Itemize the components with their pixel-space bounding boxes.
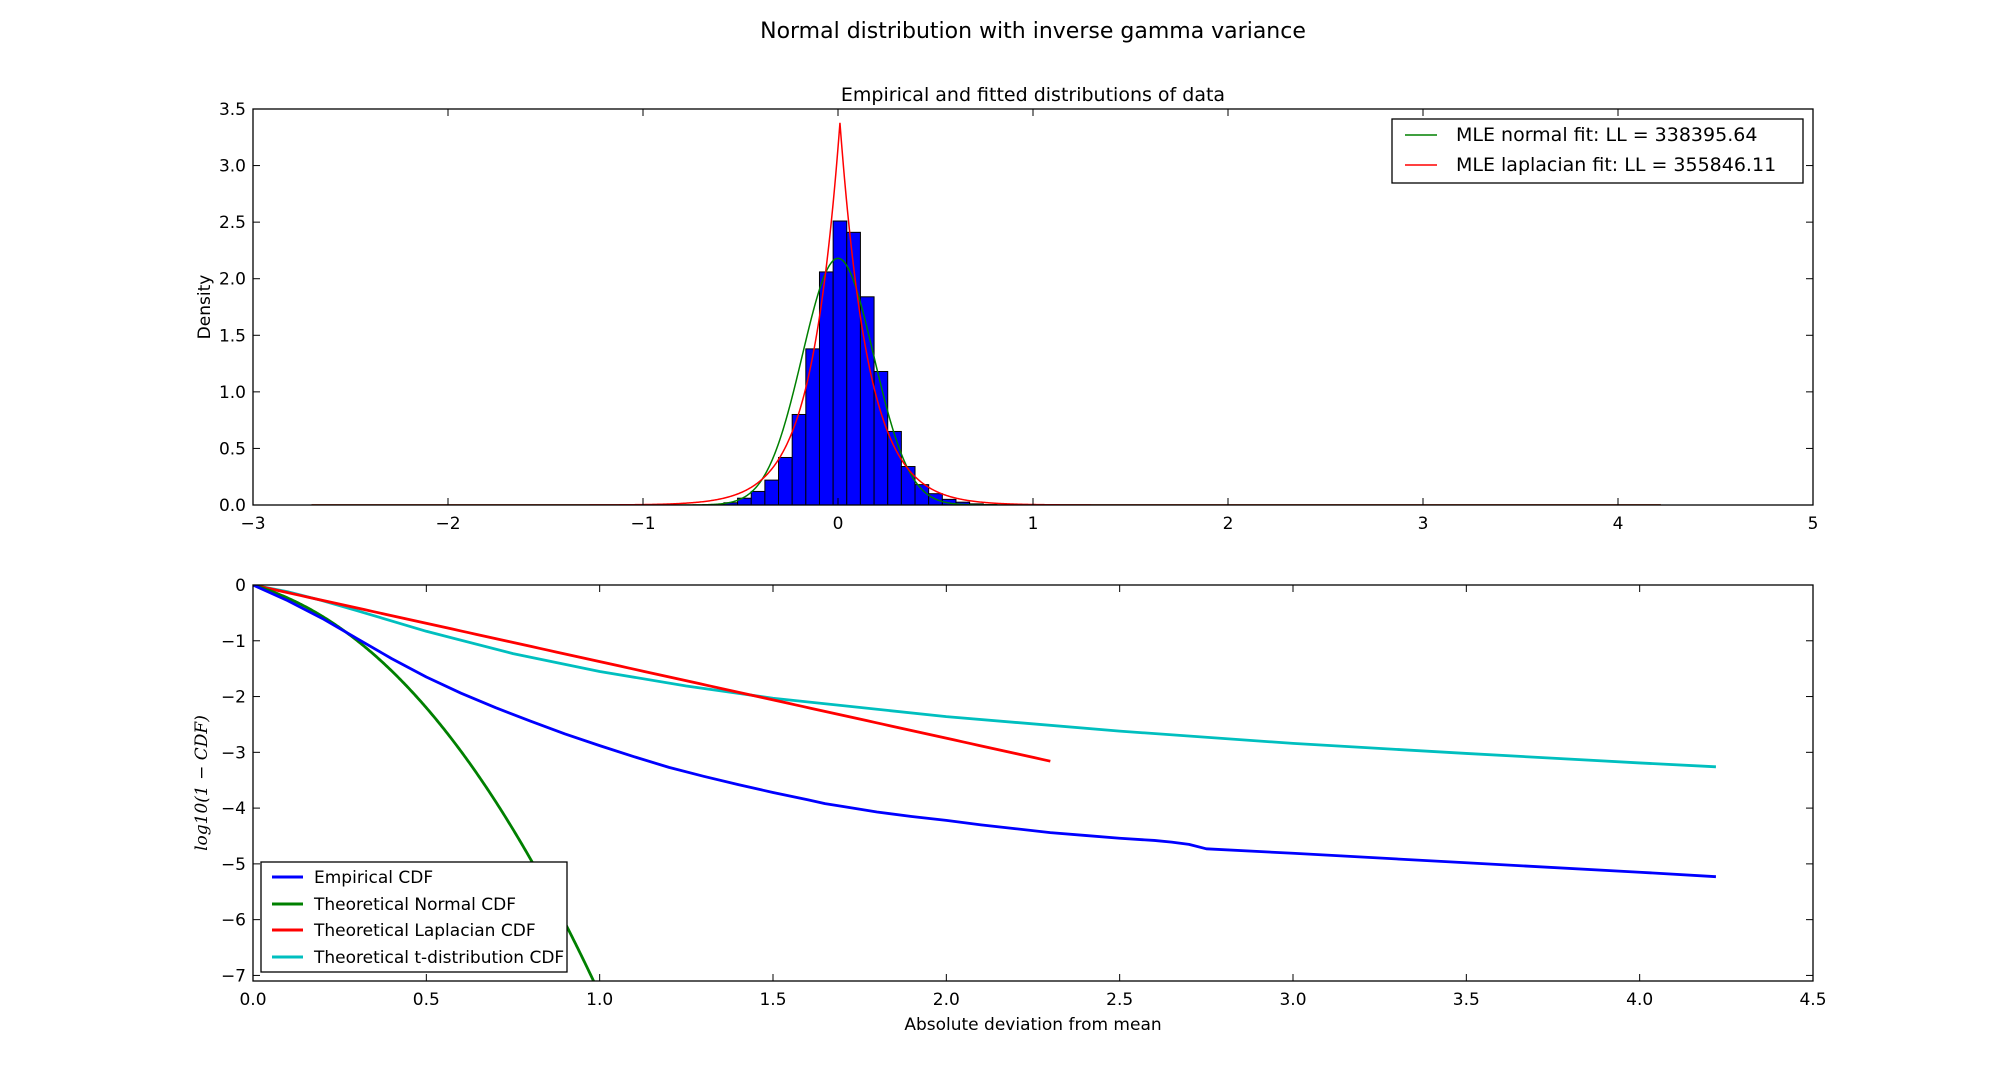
density-panel-title: Empirical and fitted distributions of da… [841, 84, 1225, 106]
density-y-tick-label: 2.0 [219, 270, 246, 290]
density-y-ticks: 0.0 0.5 1.0 1.5 2.0 2.5 3.0 3.5 [219, 100, 1813, 516]
density-x-tick-label: 4 [1613, 514, 1624, 534]
tail-legend: Empirical CDF Theoretical Normal CDF The… [260, 861, 568, 973]
histogram-bar [764, 479, 780, 506]
tail-y-tick-label: −3 [221, 743, 246, 763]
tail-x-tick-label: 3.5 [1453, 990, 1480, 1010]
tail-legend-box [260, 861, 568, 973]
tail-curves [253, 585, 1717, 981]
tail-y-tick-label: −6 [221, 911, 246, 931]
empirical-cdf-line [253, 585, 1717, 879]
tail-panel: Empirical CDF Theoretical Normal CDF The… [192, 576, 1827, 1035]
histogram-bar [914, 484, 930, 506]
density-x-tick-label: −3 [240, 514, 265, 534]
tail-x-tick-label: 4.5 [1799, 990, 1826, 1010]
tail-x-tick-label: 4.0 [1626, 990, 1653, 1010]
histogram-bar [750, 490, 766, 506]
figure-title: Normal distribution with inverse gamma v… [760, 19, 1306, 44]
density-x-tick-label: −2 [435, 514, 460, 534]
histogram-bar [846, 231, 861, 506]
tail-y-tick-label: −1 [221, 632, 246, 652]
tail-x-tick-label: 0.0 [239, 990, 266, 1010]
legend-label-normal-cdf: Theoretical Normal CDF [313, 895, 516, 915]
tail-x-axis-label: Absolute deviation from mean [904, 1015, 1161, 1035]
tail-x-tick-label: 3.0 [1279, 990, 1306, 1010]
tail-y-tick-label: −2 [221, 688, 246, 708]
density-x-ticks: −3 −2 −1 0 1 2 3 4 5 [240, 109, 1818, 534]
tail-x-tick-label: 0.5 [413, 990, 440, 1010]
histogram-bar [873, 370, 889, 506]
laplacian-cdf-line [253, 585, 1051, 763]
histogram-bar [900, 466, 916, 506]
density-y-tick-label: 3.0 [219, 157, 246, 177]
density-y-tick-label: 3.5 [219, 100, 246, 120]
density-y-tick-label: 0.5 [219, 439, 246, 459]
tail-y-tick-label: −4 [221, 799, 246, 819]
density-legend: MLE normal fit: LL = 338395.64 MLE lapla… [1391, 118, 1804, 184]
tail-x-tick-label: 2.5 [1106, 990, 1133, 1010]
density-x-tick-label: 1 [1028, 514, 1039, 534]
legend-label-laplacian-cdf: Theoretical Laplacian CDF [313, 921, 536, 941]
density-y-tick-label: 0.0 [219, 496, 246, 516]
density-x-tick-label: 2 [1223, 514, 1234, 534]
density-legend-box [1391, 118, 1804, 184]
density-x-tick-label: 0 [833, 514, 844, 534]
tail-y-tick-label: −5 [221, 855, 246, 875]
density-y-axis-label: Density [195, 275, 215, 340]
density-x-tick-label: 5 [1808, 514, 1819, 534]
density-x-tick-label: 3 [1418, 514, 1429, 534]
legend-label-t-cdf: Theoretical t-distribution CDF [313, 948, 564, 968]
histogram-bar [778, 456, 793, 506]
tail-y-tick-label: 0 [235, 576, 246, 596]
histogram-bar [887, 430, 902, 506]
density-y-tick-label: 1.5 [219, 326, 246, 346]
tail-x-tick-label: 2.0 [933, 990, 960, 1010]
tail-y-tick-label: −7 [221, 966, 246, 986]
legend-label-empirical-cdf: Empirical CDF [314, 868, 433, 888]
density-x-tick-label: −1 [630, 514, 655, 534]
density-y-tick-label: 2.5 [219, 213, 246, 233]
tail-x-tick-label: 1.0 [586, 990, 613, 1010]
density-y-tick-label: 1.0 [219, 383, 246, 403]
tail-plot-frame [252, 584, 1814, 982]
histogram-bar [805, 348, 820, 506]
tail-x-tick-label: 1.5 [759, 990, 786, 1010]
legend-label-normal-fit: MLE normal fit: LL = 338395.64 [1456, 124, 1757, 146]
density-panel: Empirical and fitted distributions of da… [195, 84, 1818, 534]
tail-x-ticks: 0.0 0.5 1.0 1.5 2.0 2.5 3.0 3.5 4.0 4.5 [239, 585, 1827, 1010]
legend-label-laplacian-fit: MLE laplacian fit: LL = 355846.11 [1456, 154, 1776, 176]
tail-y-ticks: 0 −1 −2 −3 −4 −5 −6 −7 [221, 576, 1813, 986]
tail-y-axis-label: log10(1 − CDF) [192, 715, 212, 851]
